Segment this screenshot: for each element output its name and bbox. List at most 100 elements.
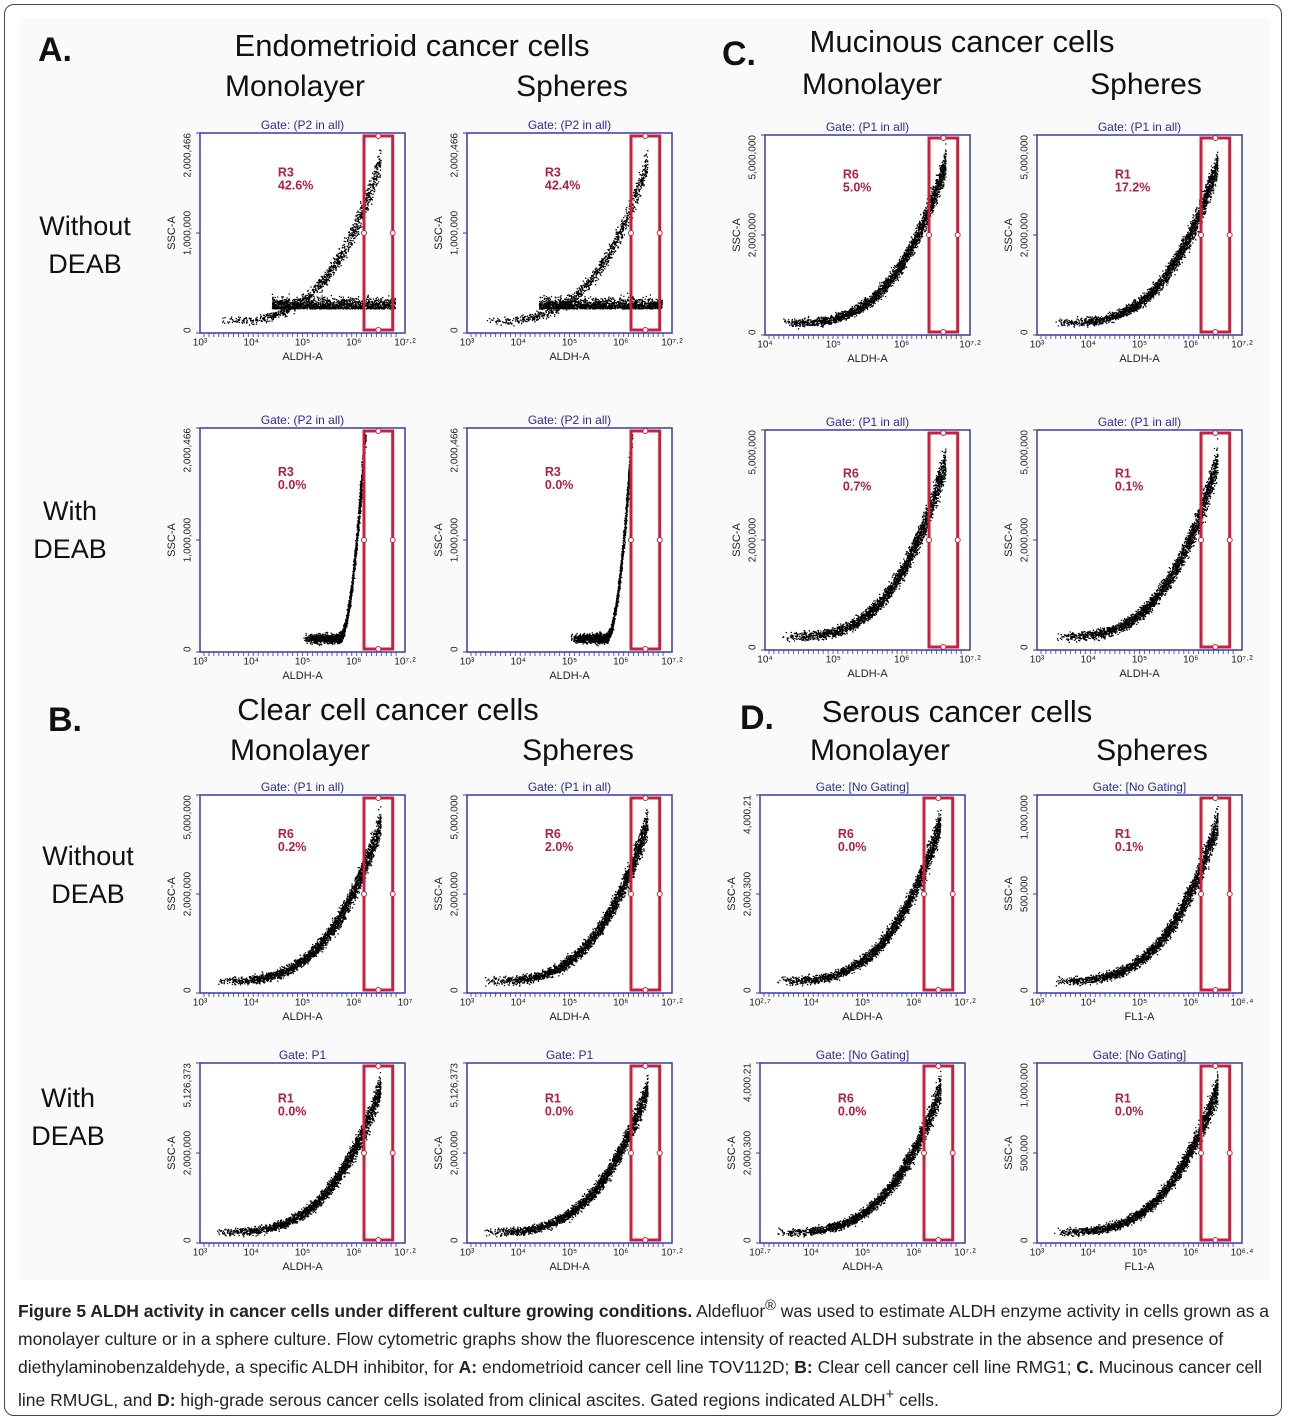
x-tick-label: 10⁵	[562, 998, 577, 1009]
gate-handle	[921, 891, 927, 897]
gate-label: Gate: [No Gating]	[1093, 780, 1186, 794]
y-tick-label: 2,000,000	[748, 212, 759, 257]
y-tick-label: 0	[1020, 644, 1031, 650]
x-tick-label: 10⁷·²	[959, 655, 981, 666]
cytometry-plot: Gate: (P1 in all) R65.0% 5,000,000 2,000,00…	[731, 120, 981, 365]
y-tick-label: 5,126,373	[183, 1063, 194, 1108]
region-percent: 0.1%	[1115, 479, 1144, 493]
caption-text: was used to estimate ALDH enzyme activit…	[18, 1300, 1270, 1377]
x-axis-label: ALDH-A	[282, 351, 323, 363]
x-tick-label: 10⁵	[295, 1248, 310, 1259]
x-tick-label: 10⁴	[511, 657, 526, 668]
y-tick-label: 0	[183, 987, 194, 993]
column-header: Spheres	[516, 70, 628, 103]
gate-handle	[389, 230, 396, 236]
gate-handle	[1212, 1237, 1219, 1243]
y-tick-label: 2,000,000	[183, 871, 194, 916]
panel-letter: A.	[38, 31, 72, 69]
gate-handle	[1212, 329, 1219, 335]
event-cloud	[1055, 151, 1219, 328]
y-tick-label: 5,126,373	[450, 1063, 461, 1108]
gate-handle	[389, 1150, 396, 1156]
event-cloud	[222, 149, 396, 326]
gate-handle	[940, 135, 947, 141]
x-axis-label: ALDH-A	[549, 1011, 590, 1023]
x-tick-label: 10⁴	[244, 657, 259, 668]
gate-handle	[1212, 644, 1219, 650]
y-tick-label: 0	[1020, 329, 1031, 335]
x-tick-label: 10⁶	[894, 340, 909, 351]
y-tick-label: 4,000.21	[743, 1063, 754, 1102]
gate-label: Gate: P1	[279, 1048, 327, 1062]
gate-handle	[642, 133, 649, 139]
x-axis-label: ALDH-A	[1119, 668, 1160, 680]
region-percent: 0.0%	[278, 478, 307, 492]
x-tick-label: 10⁴	[757, 655, 772, 666]
region-percent: 5.0%	[843, 180, 872, 194]
caption-superscript: +	[885, 1386, 895, 1403]
gate-handle	[1226, 232, 1233, 238]
x-axis-label: ALDH-A	[549, 1261, 590, 1273]
y-tick-label: 5,000,000	[748, 430, 759, 475]
caption-label: Figure 5 ALDH activity in cancer cells u…	[18, 1300, 693, 1321]
plot-area	[467, 428, 672, 652]
y-tick-label: 2,000,466	[183, 428, 194, 473]
gate-handle	[375, 987, 382, 993]
x-axis-label: ALDH-A	[847, 353, 888, 365]
x-tick-label: 10⁶	[613, 998, 628, 1009]
event-cloud	[1054, 1071, 1219, 1238]
y-axis-label: SSC-A	[433, 877, 445, 911]
caption-text: cells.	[894, 1389, 939, 1410]
caption-bold: D:	[157, 1389, 176, 1410]
gate-handle	[1198, 1150, 1204, 1156]
region-name: R3	[278, 165, 294, 179]
panel-title: Mucinous cancer cells	[810, 24, 1115, 59]
y-tick-label: 0	[743, 1237, 754, 1243]
figure-image: A. Endometrioid cancer cells Monolayer Sphe…	[31, 24, 1254, 1273]
y-tick-label: 2,000,466	[183, 133, 194, 178]
event-cloud	[782, 448, 947, 643]
cytometry-plot: Gate: (P1 in all) R60.2% 5,000,000 2,000,00…	[166, 780, 413, 1023]
column-header: Monolayer	[225, 70, 365, 103]
gate-handle	[1212, 795, 1219, 801]
region-name: R6	[843, 466, 859, 480]
gate-handle	[935, 1237, 942, 1243]
x-tick-label: 10⁵	[562, 657, 577, 668]
gate-handle	[628, 230, 634, 236]
gate-label: Gate: P1	[546, 1048, 594, 1062]
x-tick-label: 10⁶	[346, 338, 361, 349]
gate-handle	[949, 891, 956, 897]
x-tick-label: 10⁷·²	[1231, 340, 1253, 351]
x-tick-label: 10⁵	[1132, 340, 1147, 351]
y-axis-label: SSC-A	[433, 523, 445, 557]
row-label: DEAB	[51, 879, 125, 909]
row-label: DEAB	[48, 249, 122, 279]
y-tick-label: 5,000,000	[1020, 430, 1031, 475]
gate-handle	[642, 1237, 649, 1243]
y-tick-label: 5,000,000	[450, 795, 461, 840]
event-cloud	[777, 809, 942, 987]
gate-handle	[642, 428, 649, 434]
gate-label: Gate: (P1 in all)	[826, 120, 909, 134]
x-tick-label: 10⁷	[398, 998, 413, 1009]
x-tick-label: 10³	[1030, 340, 1045, 351]
column-header: Spheres	[522, 734, 634, 767]
x-tick-label: 10⁶	[1183, 1248, 1198, 1259]
x-tick-label: 10³	[460, 657, 475, 668]
event-cloud	[484, 809, 649, 987]
x-axis-label: ALDH-A	[842, 1261, 883, 1273]
panel-letter: B.	[48, 701, 82, 739]
gate-handle	[361, 537, 367, 543]
y-tick-label: 2,000,000	[450, 871, 461, 916]
y-tick-label: 0	[748, 644, 759, 650]
x-tick-label: 10⁶	[613, 657, 628, 668]
region-percent: 0.0%	[278, 1104, 307, 1118]
x-axis-label: ALDH-A	[1119, 353, 1160, 365]
x-tick-label: 10⁶	[1183, 655, 1198, 666]
region-name: R6	[838, 827, 854, 841]
x-tick-label: 10³	[193, 338, 208, 349]
x-tick-label: 10³	[1030, 655, 1045, 666]
x-axis-label: ALDH-A	[282, 1261, 323, 1273]
gate-handle	[642, 987, 649, 993]
